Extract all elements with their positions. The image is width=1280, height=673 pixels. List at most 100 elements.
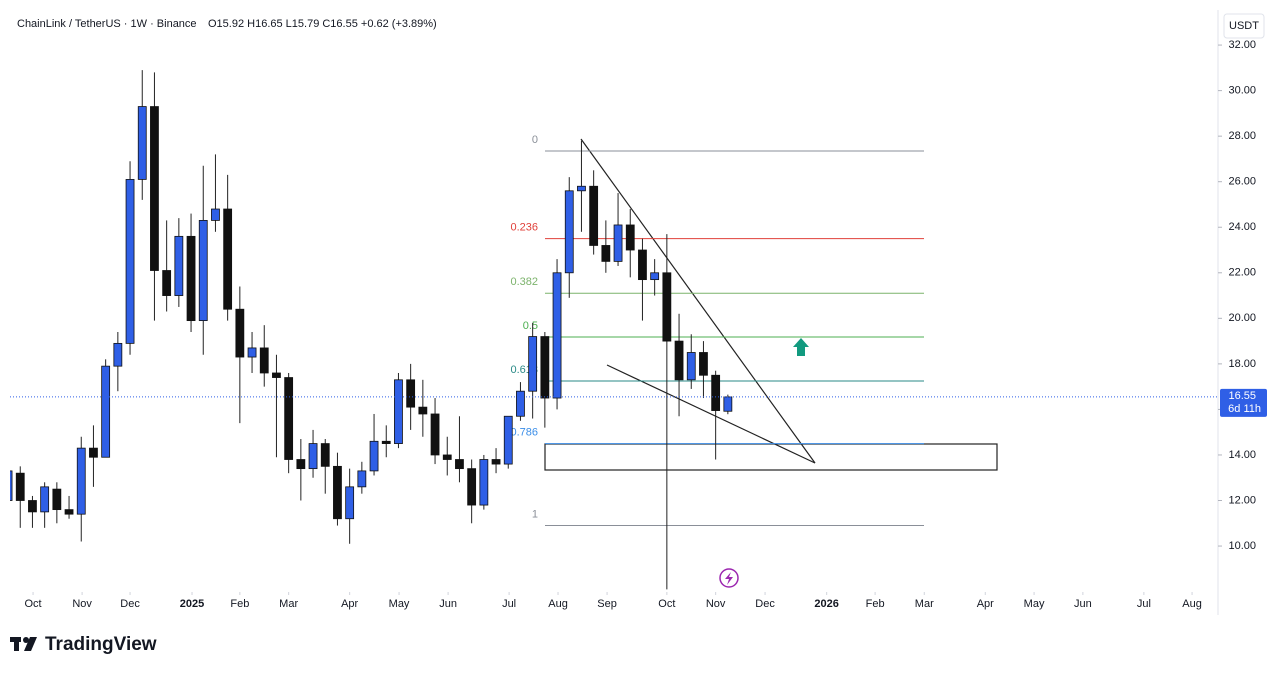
last-price-tag bbox=[1220, 388, 1267, 417]
candle-body bbox=[686, 352, 696, 381]
y-tick-label: 12.00 bbox=[1228, 494, 1256, 506]
candle-body bbox=[638, 249, 647, 281]
candle-body bbox=[613, 224, 623, 262]
candle-body bbox=[345, 486, 355, 520]
candle-body bbox=[467, 468, 477, 506]
candle-body bbox=[503, 415, 513, 465]
trend-line bbox=[580, 138, 816, 464]
candle-body bbox=[442, 454, 452, 460]
x-tick-label: Oct bbox=[24, 598, 41, 610]
candle-body bbox=[76, 447, 86, 515]
candle-body bbox=[455, 459, 464, 470]
candle-body bbox=[296, 459, 306, 470]
x-tick-label: Dec bbox=[755, 598, 775, 610]
candle-body bbox=[674, 340, 684, 381]
y-tick-label: 32.00 bbox=[1228, 39, 1256, 51]
last-price-label: 16.55 bbox=[1228, 390, 1256, 402]
candle-body bbox=[406, 379, 416, 408]
candle-body bbox=[430, 413, 440, 456]
candle-body bbox=[589, 185, 599, 246]
x-tick-label: Jun bbox=[439, 598, 457, 610]
x-tick-label: Dec bbox=[120, 598, 140, 610]
candle-body bbox=[223, 208, 233, 310]
candle-body bbox=[64, 509, 74, 515]
y-tick-label: 24.00 bbox=[1228, 221, 1256, 233]
x-tick-label: May bbox=[389, 598, 410, 610]
x-tick-label: Mar bbox=[279, 598, 298, 610]
y-tick-label: 18.00 bbox=[1228, 358, 1256, 370]
candle-body bbox=[52, 488, 62, 511]
x-tick-label: Aug bbox=[1182, 598, 1202, 610]
candle-body bbox=[150, 106, 159, 271]
fib-label: 0.786 bbox=[510, 426, 538, 438]
y-tick-label: 28.00 bbox=[1228, 130, 1256, 142]
fib-label: 0 bbox=[532, 134, 538, 146]
candle-body bbox=[101, 365, 111, 458]
y-tick-label: 20.00 bbox=[1228, 312, 1256, 324]
y-tick-label: 14.00 bbox=[1228, 449, 1256, 461]
candle-body bbox=[259, 347, 269, 374]
candle-body bbox=[174, 235, 184, 296]
fib-label: 0.5 bbox=[523, 320, 538, 332]
candle-body bbox=[284, 377, 294, 460]
candle-body bbox=[235, 308, 245, 358]
fib-label: 0.382 bbox=[510, 276, 538, 288]
x-tick-label: Jul bbox=[502, 598, 516, 610]
event-icon-bolt bbox=[725, 572, 733, 585]
y-tick-label: 10.00 bbox=[1228, 540, 1256, 552]
candle-body bbox=[320, 443, 330, 467]
candle-body bbox=[650, 272, 660, 281]
candle-body bbox=[247, 347, 257, 358]
brand-name: TradingView bbox=[45, 634, 157, 655]
y-tick-label: 22.00 bbox=[1228, 267, 1256, 279]
x-tick-label: Aug bbox=[548, 598, 568, 610]
fib-label: 0.236 bbox=[510, 222, 538, 234]
x-tick-label: Mar bbox=[915, 598, 934, 610]
candle-body bbox=[577, 185, 586, 192]
candle-body bbox=[272, 372, 281, 378]
up-arrow bbox=[793, 338, 809, 356]
x-tick-label: 2026 bbox=[814, 598, 838, 610]
candle-body bbox=[89, 447, 98, 458]
chart-title: ChainLink / TetherUS · 1W · Binance bbox=[17, 18, 197, 30]
logo-shape bbox=[23, 637, 29, 643]
x-tick-label: Nov bbox=[706, 598, 726, 610]
x-tick-label: Oct bbox=[658, 598, 675, 610]
candle-body bbox=[516, 390, 525, 417]
x-tick-label: Feb bbox=[230, 598, 249, 610]
candle-body bbox=[211, 208, 220, 221]
candle-body bbox=[333, 465, 342, 520]
fib-label: 1 bbox=[532, 508, 538, 520]
candle-body bbox=[162, 270, 172, 296]
x-tick-label: Jun bbox=[1074, 598, 1092, 610]
x-tick-label: May bbox=[1024, 598, 1045, 610]
x-tick-label: Nov bbox=[72, 598, 92, 610]
x-tick-label: Feb bbox=[866, 598, 885, 610]
candle-body bbox=[528, 336, 538, 392]
logo-shape bbox=[14, 637, 19, 651]
candle-body bbox=[125, 179, 135, 344]
logo-shape bbox=[24, 637, 37, 651]
candle-body bbox=[418, 406, 428, 415]
candle-body bbox=[711, 374, 721, 411]
candle-body bbox=[564, 190, 574, 274]
x-tick-label: Apr bbox=[341, 598, 358, 610]
x-tick-label: Jul bbox=[1137, 598, 1151, 610]
candle-body bbox=[357, 470, 367, 488]
candle-body bbox=[28, 500, 37, 513]
candle-body bbox=[186, 235, 196, 322]
candle-body bbox=[308, 443, 318, 470]
candle-body bbox=[491, 459, 501, 465]
ohlc-readout: O15.92 H16.65 L15.79 C16.55 +0.62 (+3.89… bbox=[208, 18, 437, 30]
x-tick-label: Apr bbox=[977, 598, 994, 610]
candle-body bbox=[40, 486, 50, 513]
x-tick-label: Sep bbox=[597, 598, 617, 610]
candle-body bbox=[479, 459, 489, 506]
candle-body bbox=[10, 470, 13, 501]
candle-body bbox=[381, 440, 391, 444]
candle-body bbox=[723, 396, 733, 412]
candle-body bbox=[699, 352, 708, 376]
brand-logo: TradingView bbox=[10, 634, 157, 655]
